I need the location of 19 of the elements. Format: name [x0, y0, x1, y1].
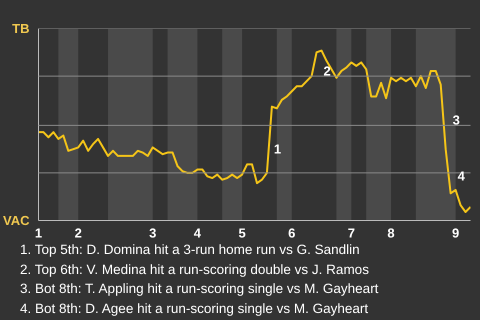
x-tick-label: 8 [387, 226, 395, 240]
x-tick-label: 5 [238, 226, 246, 240]
x-tick-label: 7 [348, 226, 355, 240]
text: VAC [3, 213, 30, 228]
x-tick-label: 1 [34, 226, 42, 240]
annotation: 1 [274, 141, 282, 156]
x-tick-label: 6 [288, 226, 296, 240]
text: 2. Top 6th: V. Medina hit a run-scoring double vs J. Ramos [20, 260, 370, 279]
x-tick-label: 3 [149, 226, 156, 240]
text: TB [12, 21, 30, 36]
text: 3. Bot 8th: T. Appling hit a run-scoring single vs M. Gayheart [20, 280, 378, 298]
annotation: 2 [324, 63, 331, 78]
x-tick-label: 4 [194, 226, 202, 240]
text: 4. Bot 8th: D. Agee hit a run-scoring single vs M. Gayheart [20, 300, 370, 318]
x-tick-label: 9 [452, 226, 460, 240]
annotation: 3 [452, 112, 460, 128]
text: 1. Top 5th: D. Domina hit a 3-run home run vs G. Sandlin [20, 241, 361, 259]
annotation: 4 [458, 168, 466, 184]
x-tick-label: 2 [74, 226, 82, 240]
